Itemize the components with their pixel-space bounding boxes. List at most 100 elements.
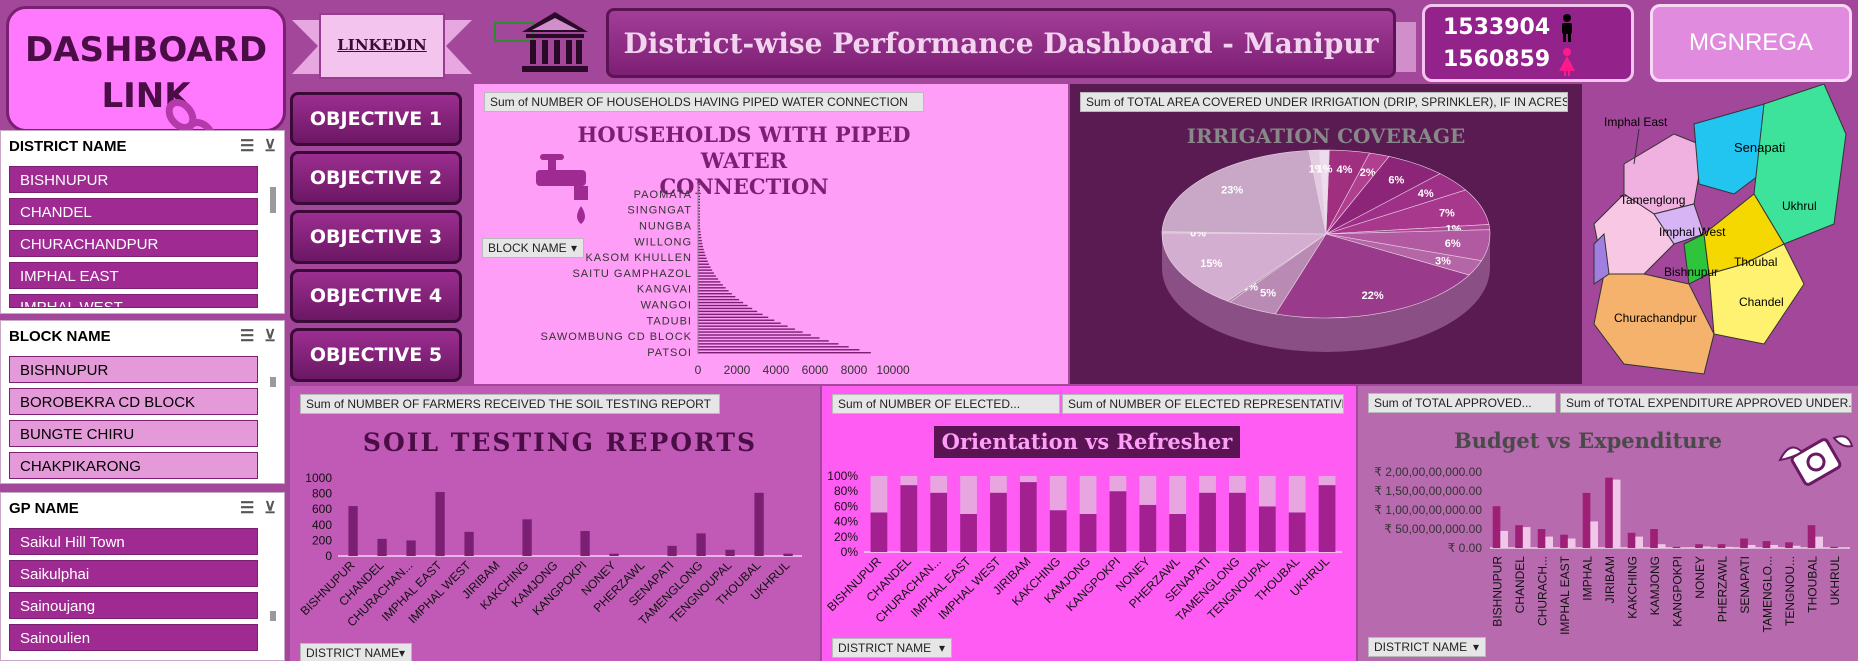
- budget-category-label: PHERZAWL: [1715, 556, 1729, 623]
- expenditure-field-button[interactable]: Sum of TOTAL EXPENDITURE APPROVED UNDER.…: [1560, 393, 1852, 413]
- irrigation-field-button[interactable]: Sum of TOTAL AREA COVERED UNDER IRRIGATI…: [1080, 92, 1568, 112]
- orientation-district-dropdown[interactable]: DISTRICT NAME: [832, 638, 952, 658]
- objective-2-button[interactable]: OBJECTIVE 2: [290, 151, 462, 205]
- piped-water-bar: [698, 307, 753, 310]
- clear-filter-icon[interactable]: ⊻: [264, 328, 276, 345]
- soil-bar: [725, 549, 735, 556]
- block-item[interactable]: CHAKPIKARONG: [9, 452, 258, 479]
- budget-category-label: KAKCHING: [1625, 556, 1639, 619]
- gp-item[interactable]: Saikul Hill Town: [9, 528, 258, 555]
- pie-slice-label: 4%: [1418, 188, 1434, 200]
- refresher-bar: [870, 476, 888, 513]
- multi-select-icon[interactable]: ☰: [239, 138, 255, 155]
- piped-water-title-line1: HOUSEHOLDS WITH PIPED WATER: [577, 122, 911, 173]
- title-decoration: [1396, 22, 1416, 72]
- expenditure-bar: [1612, 479, 1621, 548]
- district-item[interactable]: IMPHAL EAST: [9, 262, 258, 289]
- piped-water-bar: [698, 213, 700, 215]
- refresher-field-button[interactable]: Sum of NUMBER OF ELECTED REPRESENTATIVES…: [1062, 394, 1344, 414]
- soil-title: SOIL TESTING REPORTS: [362, 428, 758, 457]
- gp-item[interactable]: Sainoujang: [9, 592, 258, 619]
- female-icon: [1559, 48, 1575, 76]
- orientation-bar: [1229, 492, 1246, 552]
- piped-water-bar: [698, 298, 740, 301]
- budget-bar: [1537, 529, 1546, 548]
- block-scrollbar[interactable]: [270, 377, 276, 387]
- budget-bar: [1695, 544, 1703, 548]
- expenditure-bar: [1590, 521, 1598, 548]
- mgnrega-button[interactable]: MGNREGA: [1650, 4, 1852, 82]
- soil-bar: [522, 519, 532, 556]
- expenditure-bar: [1725, 546, 1733, 548]
- budget-category-label: KAMJONG: [1648, 556, 1662, 615]
- piped-water-bar: [698, 269, 713, 271]
- objective-5-button[interactable]: OBJECTIVE 5: [290, 328, 462, 382]
- gp-scrollbar[interactable]: [270, 611, 276, 621]
- objective-3-button[interactable]: OBJECTIVE 3: [290, 210, 462, 264]
- district-item[interactable]: IMPHAL WEST: [9, 294, 258, 308]
- district-item[interactable]: CHURACHANDPUR: [9, 230, 258, 257]
- objective-4-button[interactable]: OBJECTIVE 4: [290, 269, 462, 323]
- district-item[interactable]: CHANDEL: [9, 198, 258, 225]
- manipur-district-map: Imphal East Senapati Tamenglong Ukhrul I…: [1593, 83, 1847, 375]
- district-scrollbar[interactable]: [270, 187, 276, 213]
- gp-item[interactable]: Sainoulien: [9, 624, 258, 651]
- expenditure-bar: [1702, 546, 1711, 548]
- district-slicer: DISTRICT NAME ☰ ⊻ BISHNUPUR CHANDEL CHURA…: [0, 130, 285, 314]
- piped-water-bar: [698, 272, 714, 274]
- expenditure-bar: [1792, 545, 1801, 548]
- dashboard-link-line2: LINK: [101, 76, 191, 116]
- linkedin-button[interactable]: LINKEDIN: [292, 12, 472, 80]
- piped-water-field-button[interactable]: Sum of NUMBER OF HOUSEHOLDS HAVING PIPED…: [484, 92, 924, 112]
- orientation-field-button[interactable]: Sum of NUMBER OF ELECTED...: [832, 394, 1060, 414]
- budget-tick-label: ₹ 1,00,00,00,000.00: [1374, 503, 1482, 517]
- block-item[interactable]: BOROBEKRA CD BLOCK: [9, 388, 258, 415]
- refresher-bar: [930, 476, 948, 493]
- multi-select-icon[interactable]: ☰: [239, 500, 255, 517]
- refresher-bar: [1229, 476, 1246, 493]
- title-banner: District-wise Performance Dashboard - Ma…: [606, 8, 1396, 78]
- objective-1-button[interactable]: OBJECTIVE 1: [290, 92, 462, 146]
- gp-slicer-title: GP NAME: [9, 499, 79, 517]
- budget-district-dropdown[interactable]: DISTRICT NAME: [1368, 637, 1486, 657]
- district-item[interactable]: BISHNUPUR: [9, 166, 258, 193]
- soil-field-button[interactable]: Sum of NUMBER OF FARMERS RECEIVED THE SO…: [300, 394, 720, 414]
- map-label: Ukhrul: [1782, 199, 1817, 213]
- irrigation-panel: Sum of TOTAL AREA COVERED UNDER IRRIGATI…: [1070, 84, 1582, 384]
- soil-panel: Sum of NUMBER OF FARMERS RECEIVED THE SO…: [290, 386, 820, 661]
- piped-water-bar: [698, 352, 871, 354]
- piped-water-bar: [698, 245, 704, 248]
- block-name-dropdown[interactable]: BLOCK NAME: [482, 238, 584, 258]
- dashboard-link[interactable]: DASHBOARD LINK: [6, 6, 286, 152]
- piped-water-bar: [698, 346, 849, 348]
- piped-water-bar: [698, 349, 860, 351]
- budget-chart: ₹ 0.00 ₹ 50,00,00,000.00 ₹ 1,00,00,00,000.…: [1374, 465, 1850, 635]
- block-item[interactable]: BISHNUPUR: [9, 356, 258, 383]
- piped-water-panel: Sum of NUMBER OF HOUSEHOLDS HAVING PIPED…: [474, 84, 1068, 384]
- piped-water-tick-label: 0: [695, 363, 702, 377]
- piped-water-bar: [698, 216, 700, 218]
- piped-water-bar: [698, 225, 701, 227]
- piped-water-bar: [698, 260, 708, 262]
- soil-bar: [377, 538, 387, 556]
- clear-filter-icon[interactable]: ⊻: [264, 138, 276, 155]
- refresher-bar: [1169, 476, 1187, 514]
- gp-item[interactable]: Saikulphai: [9, 560, 258, 587]
- budget-bar: [1740, 538, 1748, 548]
- refresher-bar: [960, 476, 977, 514]
- map-label: Tamenglong: [1620, 193, 1685, 207]
- piped-water-bar: [698, 198, 700, 201]
- budget-bar: [1762, 541, 1771, 548]
- multi-select-icon[interactable]: ☰: [239, 328, 255, 345]
- soil-tick-label: 0: [325, 549, 332, 563]
- pie-slice-label: 3%: [1435, 256, 1451, 268]
- budget-field-button[interactable]: Sum of TOTAL APPROVED...: [1368, 393, 1556, 413]
- soil-district-dropdown[interactable]: DISTRICT NAME: [300, 643, 412, 661]
- expenditure-bar: [1657, 544, 1666, 548]
- refresher-bar: [1258, 476, 1276, 507]
- map-label: Imphal West: [1659, 225, 1726, 239]
- piped-water-title-line2: CONNECTION: [659, 174, 829, 199]
- block-item[interactable]: BUNGTE CHIRU: [9, 420, 258, 447]
- budget-category-label: IMPHAL: [1580, 556, 1594, 601]
- clear-filter-icon[interactable]: ⊻: [264, 500, 276, 517]
